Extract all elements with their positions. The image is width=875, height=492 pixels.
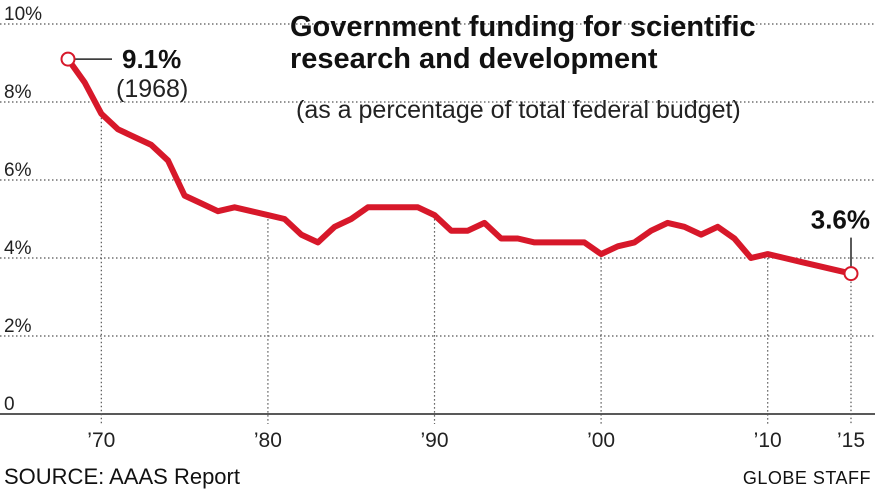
chart-subtitle: (as a percentage of total federal budget… — [296, 96, 741, 124]
series-layer — [65, 56, 854, 277]
x-tick-label-2000: ’00 — [587, 429, 615, 452]
axis-ticks: 0 2% 4% 6% 8% 10% ’70 ’80 ’90 ’00 ’10 ’15 — [4, 4, 865, 452]
annotation-label-1968: 9.1% — [122, 44, 181, 74]
series-line-0 — [65, 56, 854, 277]
y-tick-label-0: 0 — [4, 394, 15, 415]
y-tick-label-8: 8% — [4, 82, 32, 103]
y-tick-label-4: 4% — [4, 238, 32, 259]
y-tick-label-6: 6% — [4, 160, 32, 181]
annotations: 9.1%(1968) 3.6% — [60, 44, 870, 282]
grid — [0, 23, 875, 424]
staff-credit: GLOBE STAFF — [743, 468, 871, 488]
x-tick-label-1970: ’70 — [87, 429, 115, 452]
x-tick-label-2010: ’10 — [754, 429, 782, 452]
x-tick-label-1990: ’90 — [420, 429, 448, 452]
annotation-sublabel-1968: (1968) — [116, 75, 188, 103]
x-tick-label-1980: ’80 — [254, 429, 282, 452]
x-tick-label-2015: ’15 — [837, 429, 865, 452]
annotation-label-2015: 3.6% — [811, 205, 870, 235]
title-line-1: Government funding for scientific — [290, 11, 756, 43]
annotation-marker-2015 — [843, 266, 859, 282]
y-tick-label-2: 2% — [4, 316, 32, 337]
y-tick-label-10: 10% — [4, 4, 42, 25]
title-line-2: research and development — [290, 43, 658, 75]
annotation-marker-1968 — [60, 51, 76, 67]
source-note: SOURCE: AAAS Report — [4, 464, 240, 489]
chart-title: Government funding for scientific resear… — [290, 11, 764, 75]
